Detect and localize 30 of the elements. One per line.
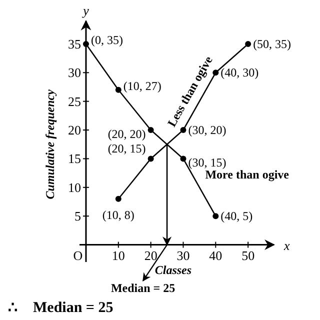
data-label: (20, 15) — [108, 142, 146, 156]
y-tick-label: 20 — [68, 122, 81, 138]
text: x — [283, 238, 290, 253]
data-label: (10, 27) — [123, 78, 162, 93]
y-tick-label: 30 — [68, 65, 81, 80]
x-tick-label: O — [73, 248, 83, 263]
x-tick-label: 30 — [176, 248, 190, 263]
y-axis-title: Cumulative frequency — [42, 88, 57, 200]
data-label: (0, 35) — [90, 32, 123, 47]
x-tick-label: 20 — [144, 248, 158, 263]
y-tick-label: 35 — [68, 36, 81, 52]
text: y — [81, 3, 90, 18]
x-tick-label: 10 — [112, 248, 125, 263]
y-tick-label: 15 — [68, 151, 81, 166]
y-tick-label: 25 — [68, 94, 81, 109]
data-label: (20, 20) — [108, 127, 146, 142]
data-label: (40, 5) — [220, 209, 253, 224]
data-label: (30, 15) — [188, 156, 226, 170]
data-label: (50, 35) — [253, 36, 292, 51]
data-label: (10, 8) — [102, 208, 134, 222]
ref-line-label: Median = 25 — [110, 280, 176, 295]
text: ∴ Median = 25 — [8, 300, 114, 316]
y-tick-label: 10 — [68, 180, 81, 195]
data-label: (40, 30) — [220, 66, 259, 80]
series-label: More than ogive — [205, 168, 290, 182]
x-tick-label: 50 — [242, 248, 255, 263]
y-tick-label: 5 — [74, 208, 81, 224]
data-label: (30, 20) — [188, 123, 226, 138]
x-axis-title: Classes — [154, 262, 192, 277]
x-tick-label: 40 — [209, 248, 222, 263]
